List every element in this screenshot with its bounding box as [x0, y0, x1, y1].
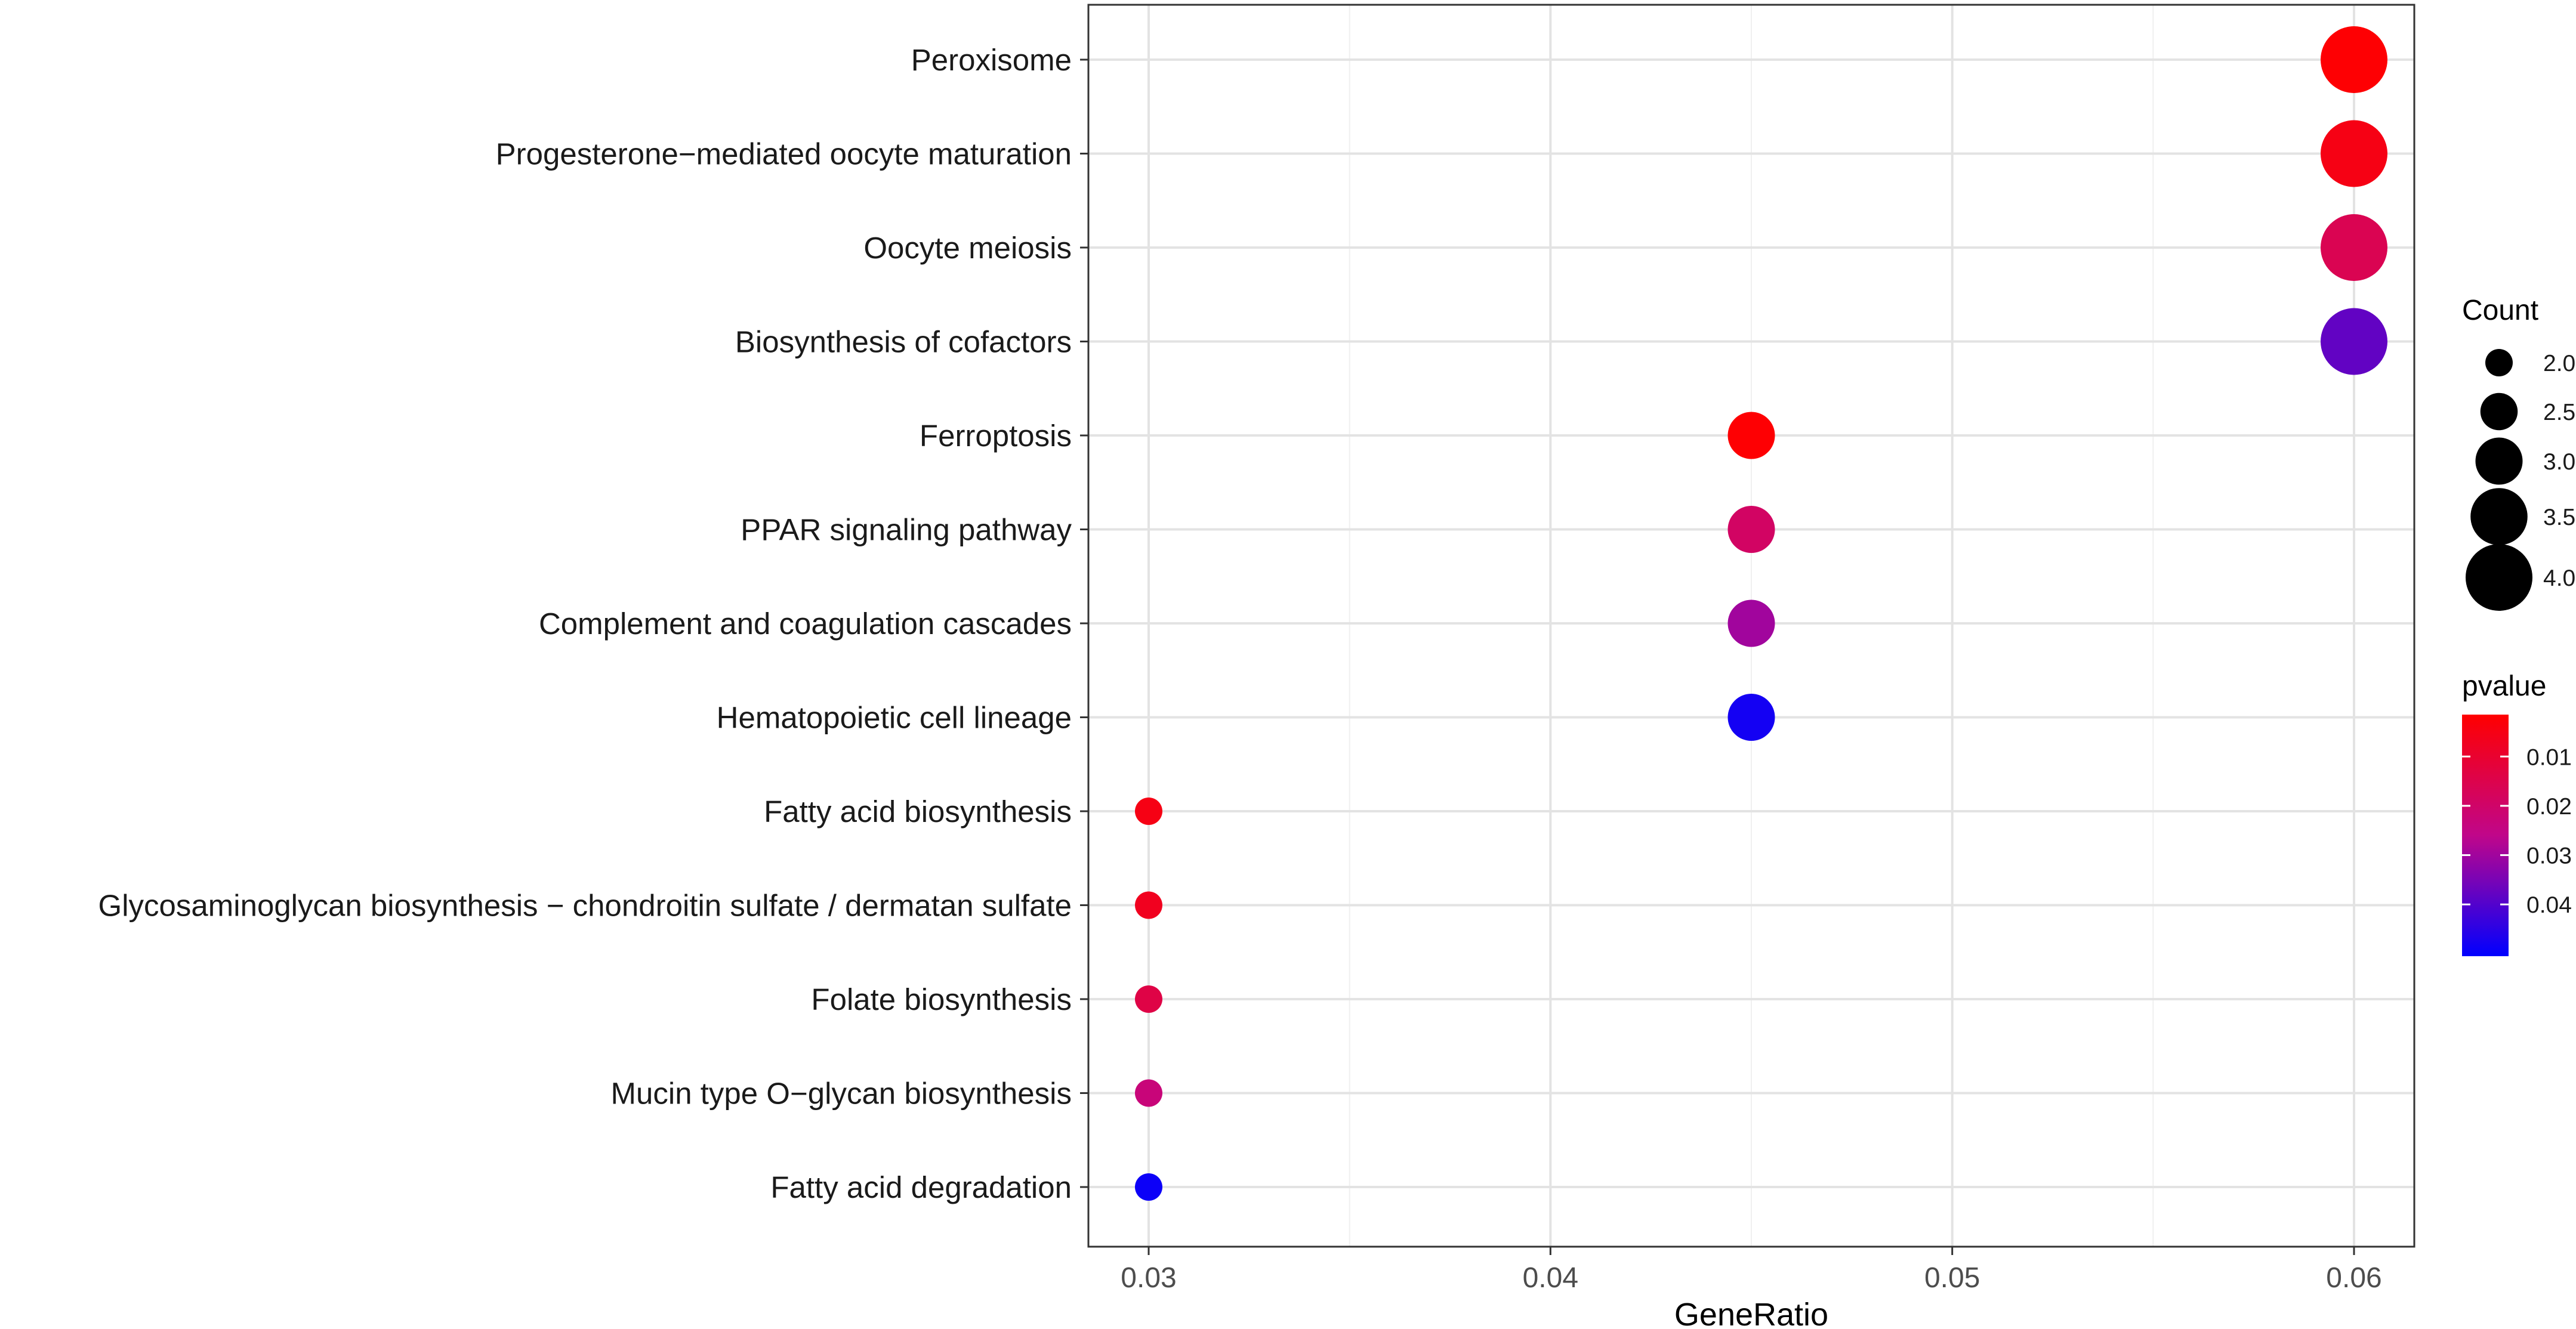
data-point — [2321, 26, 2387, 93]
data-points — [1135, 26, 2387, 1201]
plot-panel-border — [1087, 4, 2415, 1248]
category-label: Folate biosynthesis — [811, 982, 1072, 1016]
category-label: Hematopoietic cell lineage — [717, 701, 1072, 735]
data-point — [1135, 985, 1162, 1013]
count-legend-label: 3.0 — [2543, 449, 2575, 475]
data-point — [1135, 1079, 1162, 1107]
count-legend-key — [2475, 437, 2523, 485]
category-label: Complement and coagulation cascades — [539, 607, 1072, 641]
data-point — [1727, 412, 1775, 459]
category-label: Biosynthesis of cofactors — [735, 325, 1072, 359]
category-label: Fatty acid degradation — [770, 1170, 1072, 1204]
data-point — [1135, 798, 1162, 825]
pvalue-legend-label: 0.01 — [2526, 744, 2572, 770]
pvalue-colorbar — [2462, 715, 2509, 956]
pvalue-color-legend: pvalue 0.01 0.02 0.03 0.04 — [2462, 670, 2572, 956]
x-axis-tick-labels: 0.03 0.04 0.05 0.06 — [1121, 1262, 2381, 1294]
count-size-legend: Count 2.0 2.5 3.0 3.5 4.0 — [2462, 295, 2575, 611]
count-legend-key — [2470, 488, 2528, 545]
category-label: Progesterone−mediated oocyte maturation — [496, 137, 1072, 171]
category-label: Glycosaminoglycan biosynthesis − chondro… — [98, 889, 1072, 923]
data-point — [2321, 308, 2387, 375]
count-legend-key — [2480, 392, 2518, 431]
count-legend-label: 2.5 — [2543, 400, 2575, 425]
data-point — [1135, 891, 1162, 919]
data-point — [1727, 599, 1775, 647]
data-point — [1727, 506, 1775, 553]
category-label: PPAR signaling pathway — [741, 513, 1072, 547]
data-point — [1727, 694, 1775, 741]
pvalue-legend-title: pvalue — [2462, 670, 2546, 702]
count-legend-label: 4.0 — [2543, 565, 2575, 591]
count-legend-title: Count — [2462, 295, 2538, 326]
data-point — [1135, 1173, 1162, 1201]
category-label: Peroxisome — [911, 43, 1072, 77]
x-axis-title: GeneRatio — [1674, 1297, 1828, 1329]
category-label: Mucin type O−glycan biosynthesis — [611, 1077, 1072, 1111]
pvalue-legend-label: 0.04 — [2526, 892, 2572, 918]
category-label: Fatty acid biosynthesis — [764, 795, 1072, 829]
x-tick-label: 0.06 — [2326, 1262, 2381, 1294]
data-point — [2321, 214, 2387, 281]
count-legend-label: 2.0 — [2543, 351, 2575, 376]
x-tick-label: 0.05 — [1924, 1262, 1980, 1294]
pvalue-legend-label: 0.03 — [2526, 843, 2572, 869]
count-legend-label: 3.5 — [2543, 505, 2575, 530]
category-label: Ferroptosis — [920, 419, 1072, 453]
category-labels: Peroxisome Progesterone−mediated oocyte m… — [98, 43, 1072, 1204]
count-legend-key — [2466, 544, 2532, 611]
count-legend-key — [2485, 349, 2513, 376]
x-tick-label: 0.04 — [1523, 1262, 1578, 1294]
grid-lines — [1088, 5, 2414, 1247]
data-point — [2321, 120, 2387, 187]
pvalue-legend-label: 0.02 — [2526, 794, 2572, 820]
category-label: Oocyte meiosis — [863, 231, 1072, 265]
x-tick-label: 0.03 — [1121, 1262, 1176, 1294]
axis-tick-marks — [1080, 58, 2355, 1255]
